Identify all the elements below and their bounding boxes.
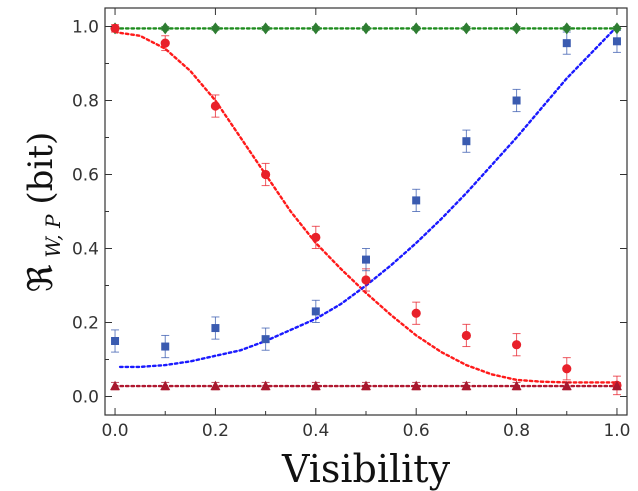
y-axis-title-unit: (bit)	[21, 132, 61, 205]
data-point-diamond	[562, 22, 572, 35]
data-point-square	[412, 196, 421, 205]
data-point-square	[211, 324, 220, 333]
data-point-circle	[411, 308, 421, 318]
data-point-diamond	[411, 22, 421, 35]
data-point-circle	[160, 38, 170, 48]
data-point-triangle	[260, 380, 271, 391]
data-point-circle	[110, 23, 120, 33]
data-point-diamond	[461, 22, 471, 35]
data-point-circle	[562, 364, 572, 374]
plot-frame	[104, 7, 628, 416]
data-point-circle	[210, 101, 221, 111]
data-point-square	[462, 137, 471, 146]
data-point-diamond	[160, 22, 170, 35]
svg-text:ℜ W, P(bit): ℜ W, P (bit)	[21, 132, 65, 293]
x-tick-label: 1.0	[603, 421, 630, 441]
data-point-triangle	[511, 380, 522, 391]
data-point-square	[562, 39, 571, 48]
data-point-square	[612, 37, 621, 46]
y-tick-label: 0.0	[72, 388, 99, 408]
x-tick-label: 0.8	[503, 421, 530, 441]
data-point-circle	[361, 275, 371, 285]
data-point-triangle	[411, 380, 422, 391]
data-point-triangle	[561, 380, 572, 391]
x-tick-label: 0.0	[102, 421, 129, 441]
data-point-square	[311, 307, 320, 316]
data-point-triangle	[160, 380, 171, 391]
x-tick-label: 0.2	[202, 421, 229, 441]
data-point-diamond	[210, 22, 220, 35]
data-point-square	[362, 255, 370, 264]
data-point-circle	[261, 169, 271, 180]
data-point-triangle	[461, 380, 472, 391]
data-point-diamond	[361, 22, 371, 35]
axis-ticks: 0.0 0.2 0.4 0.6 0.8 1.0 0.0 0.2 0.4 0.6 0.8 1.0	[72, 8, 630, 441]
x-axis-title: Visibility	[281, 447, 451, 491]
y-tick-label: 1.0	[72, 18, 99, 38]
fit-curve-2	[113, 30, 619, 384]
data-point-square	[261, 335, 270, 344]
data-point-triangle	[361, 380, 371, 391]
data-point-diamond	[612, 22, 622, 35]
y-tick-label: 0.8	[72, 92, 99, 112]
data-point-triangle	[611, 380, 622, 391]
data-point-diamond	[311, 22, 321, 35]
y-axis-title-group: ℜ W, P (bit)	[21, 132, 65, 293]
data-point-triangle	[110, 380, 121, 391]
y-tick-label: 0.6	[72, 166, 99, 186]
x-tick-label: 0.6	[403, 421, 430, 441]
x-tick-label: 0.4	[302, 421, 329, 441]
data-point-triangle	[210, 380, 221, 391]
data-point-diamond	[261, 22, 271, 35]
y-axis-title: ℜ	[21, 258, 61, 292]
y-tick-label: 0.2	[72, 314, 99, 334]
data-point-triangle	[310, 380, 321, 391]
data-markers	[110, 22, 622, 391]
data-point-circle	[511, 340, 522, 350]
data-point-circle	[311, 232, 321, 242]
data-point-diamond	[512, 22, 522, 35]
data-point-square	[161, 342, 170, 351]
data-point-square	[512, 96, 521, 105]
y-tick-label: 0.4	[72, 240, 99, 260]
error-bars	[111, 24, 621, 396]
data-point-square	[111, 337, 120, 345]
y-axis-title-subscript: W, P	[41, 214, 65, 258]
data-point-circle	[461, 330, 471, 341]
fit-curves	[113, 25, 619, 388]
